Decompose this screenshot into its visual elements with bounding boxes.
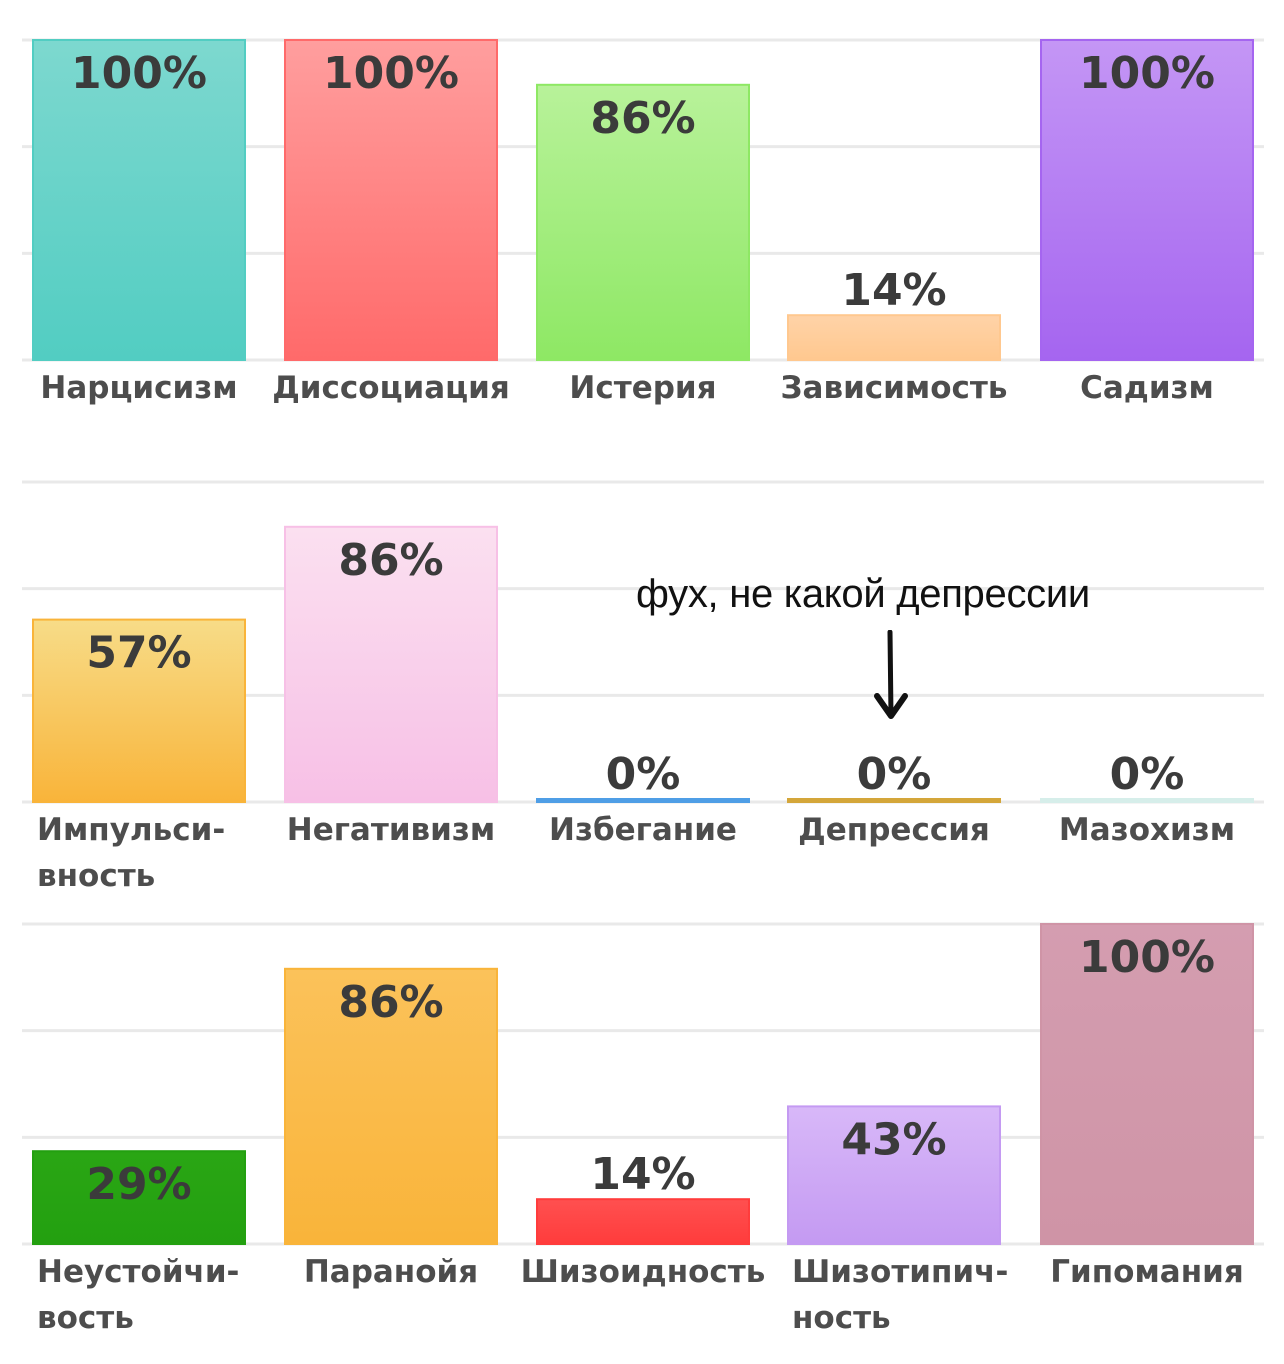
- data-label: 86%: [590, 93, 695, 144]
- data-label: 86%: [338, 535, 443, 586]
- data-label: 86%: [338, 977, 443, 1028]
- bar: [536, 83, 750, 362]
- category-label: Зависимость: [781, 370, 1008, 406]
- category-label: Нарцисизм: [40, 370, 237, 406]
- bar: [32, 1150, 246, 1245]
- data-label: 43%: [841, 1114, 946, 1165]
- chart-panel-2: 57% Импульси-вность 86% Негативизм 0% Избеган…: [22, 480, 1264, 894]
- category-label: Негативизм: [287, 812, 495, 848]
- category-label: Шизоидность: [521, 1254, 766, 1290]
- bar: [284, 525, 498, 803]
- category-label: Истерия: [569, 370, 716, 406]
- chart-panel-3: 29% Неустойчи-вость 86% Паранойя 14% Шизоидно…: [22, 922, 1264, 1336]
- bar: [1040, 39, 1254, 361]
- category-label: Шизотипич-ность: [792, 1254, 1008, 1336]
- data-label: 29%: [86, 1159, 191, 1210]
- category-label: Садизм: [1080, 370, 1214, 406]
- data-label: 100%: [71, 48, 207, 99]
- category-label: Диссоциация: [272, 370, 510, 406]
- bar: [787, 798, 1001, 803]
- category-label: Паранойя: [304, 1254, 478, 1290]
- annotation-text: фух, не какой депрессии: [636, 572, 1090, 616]
- down-arrow-icon: [874, 630, 908, 719]
- data-label: 100%: [1079, 48, 1215, 99]
- data-label: 0%: [606, 749, 681, 800]
- category-label: Избегание: [549, 812, 737, 848]
- bar: [32, 39, 246, 361]
- data-label: 57%: [86, 628, 191, 679]
- bar: [787, 314, 1001, 362]
- data-label: 100%: [323, 48, 459, 99]
- category-label: Импульси-вность: [37, 812, 225, 894]
- data-label: 0%: [1110, 749, 1185, 800]
- bar: [536, 798, 750, 803]
- bar: [1040, 798, 1254, 803]
- bar: [536, 1198, 750, 1245]
- category-label: Гипомания: [1050, 1254, 1244, 1290]
- data-label: 14%: [841, 265, 946, 316]
- chart-panel-1: 100% Нарцисизм 100% Диссоциация 86% Истерия 14…: [22, 38, 1264, 406]
- bar: [1040, 923, 1254, 1245]
- category-label: Неустойчи-вость: [37, 1254, 239, 1336]
- data-label: 100%: [1079, 932, 1215, 983]
- bar: [787, 1105, 1001, 1246]
- bar: [32, 618, 246, 803]
- bar: [284, 39, 498, 361]
- category-label: Депрессия: [798, 812, 990, 848]
- data-label: 0%: [857, 749, 932, 800]
- category-label: Мазохизм: [1059, 812, 1235, 848]
- bar: [284, 967, 498, 1245]
- data-label: 14%: [590, 1149, 695, 1200]
